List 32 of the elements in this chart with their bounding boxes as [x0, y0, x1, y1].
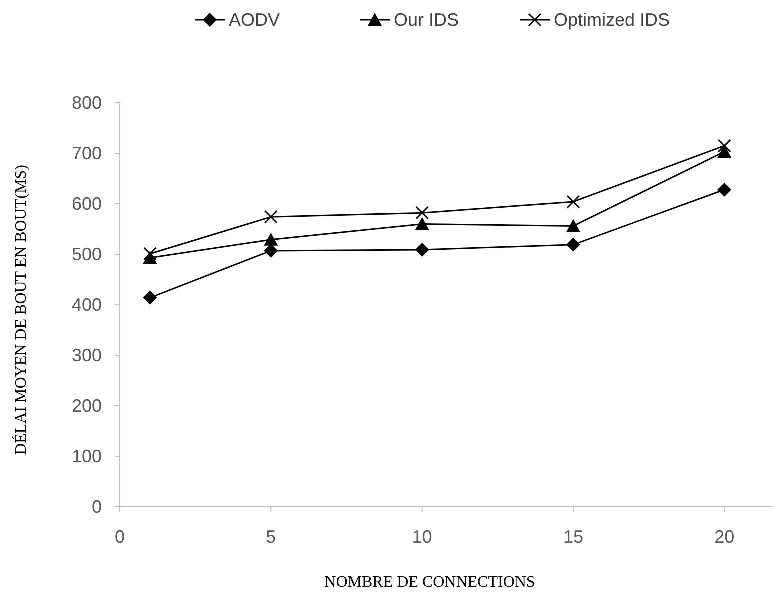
x-axis-title: NOMBRE DE CONNECTIONS	[324, 574, 536, 591]
point	[718, 182, 732, 197]
point	[566, 195, 580, 209]
point	[566, 238, 580, 252]
point	[415, 217, 430, 230]
x-tick-label: 5	[266, 527, 276, 547]
y-tick-label: 500	[72, 244, 102, 264]
legend-label: Optimized IDS	[554, 10, 670, 30]
y-tick-label: 800	[72, 93, 102, 113]
y-tick-label: 300	[72, 346, 102, 366]
point	[416, 206, 430, 220]
y-tick-label: 100	[72, 446, 102, 466]
y-tick-label: 700	[72, 144, 102, 164]
y-tick-label: 0	[92, 497, 102, 517]
y-tick-label: 200	[72, 396, 102, 416]
legend-label: AODV	[229, 10, 280, 30]
point	[143, 247, 157, 261]
point	[415, 242, 430, 257]
point	[143, 290, 158, 305]
point	[566, 219, 580, 232]
y-axis-title: DÉLAI MOYEN DE BOUT EN BOUT(MS)	[12, 165, 30, 455]
x-tick-label: 0	[114, 527, 126, 547]
point	[264, 232, 278, 246]
y-tick-label: 600	[72, 194, 102, 214]
legend-label: Our IDS	[394, 10, 460, 30]
x-tick-label: 20	[714, 527, 735, 547]
point	[264, 210, 278, 224]
y-tick-label: 400	[72, 295, 102, 315]
x-tick-label: 10	[412, 527, 432, 547]
point	[264, 244, 278, 258]
point	[718, 139, 732, 153]
x-tick-label: 15	[563, 527, 584, 547]
